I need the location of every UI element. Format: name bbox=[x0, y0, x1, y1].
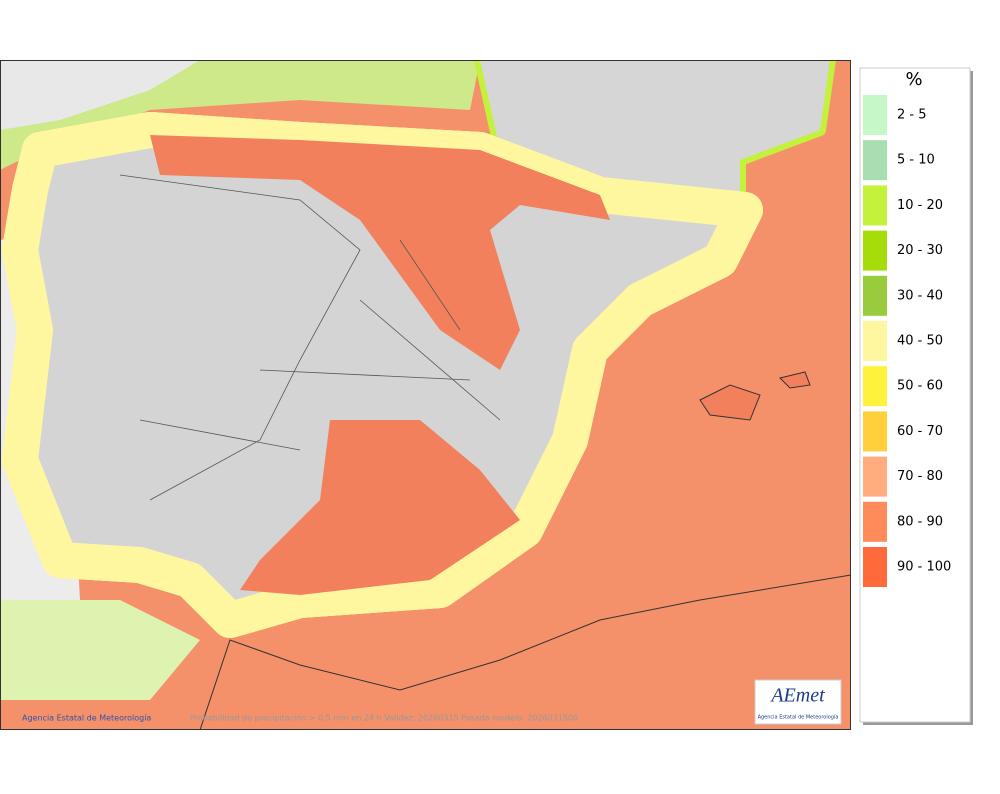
map bbox=[0, 60, 851, 730]
legend-swatch bbox=[863, 321, 887, 361]
legend-swatch bbox=[863, 456, 887, 497]
balearic-island bbox=[699, 384, 761, 421]
legend-swatch bbox=[863, 185, 887, 226]
map-frame bbox=[0, 60, 851, 730]
legend-label: 60 - 70 bbox=[897, 424, 943, 439]
legend-label: 10 - 20 bbox=[897, 198, 943, 213]
legend-label: 2 - 5 bbox=[897, 108, 927, 123]
africa-coast bbox=[199, 574, 851, 730]
legend-swatch bbox=[863, 411, 887, 452]
southeast-precip bbox=[240, 420, 520, 595]
legend-label: 40 - 50 bbox=[897, 334, 943, 349]
north-precip bbox=[150, 135, 610, 370]
legend-label: 20 - 30 bbox=[897, 243, 943, 258]
legend-unit: % bbox=[905, 69, 922, 90]
legend-label: 70 - 80 bbox=[897, 469, 943, 484]
logo: AEmet bbox=[769, 685, 825, 707]
legend-swatch bbox=[863, 140, 887, 181]
legend-items: 2 - 5 5 - 10 10 - 20 20 - 30 30 - 40 40 - 50 5… bbox=[863, 95, 951, 587]
logo-box bbox=[754, 679, 842, 725]
credit: Agencia Estatal de Meteorología bbox=[22, 714, 151, 723]
legend-swatch bbox=[863, 501, 887, 542]
legend-label: 80 - 90 bbox=[897, 514, 943, 529]
caption: Probabilidad de precipitación > 0.5 mm e… bbox=[190, 713, 578, 723]
atlantic-dry bbox=[0, 60, 200, 130]
legend-label: 30 - 40 bbox=[897, 288, 943, 303]
legend-swatch bbox=[863, 366, 887, 407]
region-borders bbox=[119, 174, 501, 501]
legend-swatch bbox=[863, 547, 887, 587]
legend-swatch bbox=[863, 230, 887, 271]
legend-label: 90 - 100 bbox=[897, 560, 951, 575]
balearic-island bbox=[779, 371, 811, 389]
legend-label: 50 - 60 bbox=[897, 379, 943, 394]
legend-swatch bbox=[863, 95, 887, 135]
gulf-band bbox=[0, 600, 200, 700]
legend-label: 5 - 10 bbox=[897, 153, 935, 168]
logo-subtitle: Agencia Estatal de Meteorología bbox=[758, 714, 839, 721]
legend-swatch bbox=[863, 275, 887, 316]
